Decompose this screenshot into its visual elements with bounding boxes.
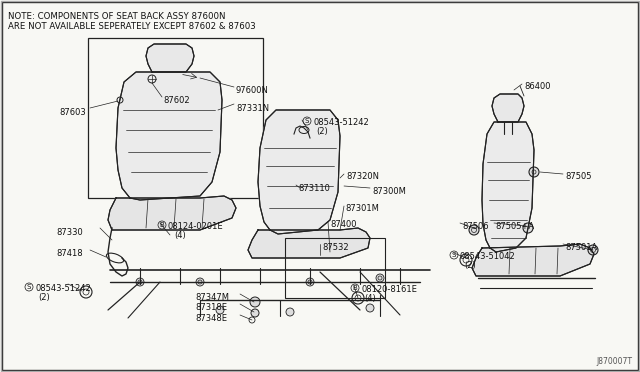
Text: 87330: 87330 xyxy=(56,228,83,237)
Text: B: B xyxy=(159,222,164,228)
Text: S: S xyxy=(305,118,309,124)
Text: 08124-0201E: 08124-0201E xyxy=(168,222,223,231)
Text: 87301M: 87301M xyxy=(345,204,379,213)
Text: (2): (2) xyxy=(38,293,50,302)
Polygon shape xyxy=(108,196,236,230)
Circle shape xyxy=(286,308,294,316)
Polygon shape xyxy=(482,122,534,252)
Text: NOTE: COMPONENTS OF SEAT BACK ASSY 87600N: NOTE: COMPONENTS OF SEAT BACK ASSY 87600… xyxy=(8,12,225,21)
Text: 87505+A: 87505+A xyxy=(495,222,534,231)
Text: 87300M: 87300M xyxy=(372,187,406,196)
Circle shape xyxy=(469,225,479,235)
Circle shape xyxy=(376,274,384,282)
Text: 87320N: 87320N xyxy=(346,172,379,181)
Polygon shape xyxy=(146,44,194,72)
Text: (4): (4) xyxy=(364,294,376,303)
Text: (2): (2) xyxy=(464,261,476,270)
Text: 87505: 87505 xyxy=(565,172,591,181)
Text: 08120-8161E: 08120-8161E xyxy=(361,285,417,294)
Polygon shape xyxy=(116,72,222,200)
Polygon shape xyxy=(248,228,370,258)
Text: 08543-51242: 08543-51242 xyxy=(35,284,91,293)
Bar xyxy=(285,238,385,298)
Text: 87347M: 87347M xyxy=(195,293,229,302)
Circle shape xyxy=(250,297,260,307)
Text: 87603: 87603 xyxy=(60,108,86,117)
Circle shape xyxy=(529,167,539,177)
Polygon shape xyxy=(492,94,524,122)
Circle shape xyxy=(523,223,533,233)
Circle shape xyxy=(196,278,204,286)
Text: 87400: 87400 xyxy=(330,220,356,229)
Polygon shape xyxy=(258,110,340,234)
Circle shape xyxy=(306,278,314,286)
Polygon shape xyxy=(472,244,594,276)
Text: 87532: 87532 xyxy=(322,243,349,252)
Text: B: B xyxy=(353,285,357,291)
Text: 08543-51242: 08543-51242 xyxy=(313,118,369,127)
Text: S: S xyxy=(452,252,456,258)
Circle shape xyxy=(251,309,259,317)
Circle shape xyxy=(366,304,374,312)
Text: 87506: 87506 xyxy=(462,222,488,231)
Text: S: S xyxy=(27,284,31,290)
Text: (4): (4) xyxy=(174,231,186,240)
Text: 86400: 86400 xyxy=(524,82,550,91)
Circle shape xyxy=(216,306,224,314)
Text: 87602: 87602 xyxy=(163,96,189,105)
Text: ARE NOT AVAILABLE SEPERATELY EXCEPT 87602 & 87603: ARE NOT AVAILABLE SEPERATELY EXCEPT 8760… xyxy=(8,22,256,31)
Text: 97600N: 97600N xyxy=(236,86,269,95)
Text: 87331N: 87331N xyxy=(236,104,269,113)
Text: 87318E: 87318E xyxy=(195,303,227,312)
Bar xyxy=(88,38,263,198)
Text: 87348E: 87348E xyxy=(195,314,227,323)
Text: J870007T: J870007T xyxy=(596,357,632,366)
Text: 87418: 87418 xyxy=(56,249,83,258)
Text: 08543-51042: 08543-51042 xyxy=(460,252,516,261)
Circle shape xyxy=(136,278,144,286)
Text: (2): (2) xyxy=(316,127,328,136)
Text: 87501A: 87501A xyxy=(565,243,597,252)
Text: 873110: 873110 xyxy=(298,184,330,193)
Circle shape xyxy=(588,245,598,255)
